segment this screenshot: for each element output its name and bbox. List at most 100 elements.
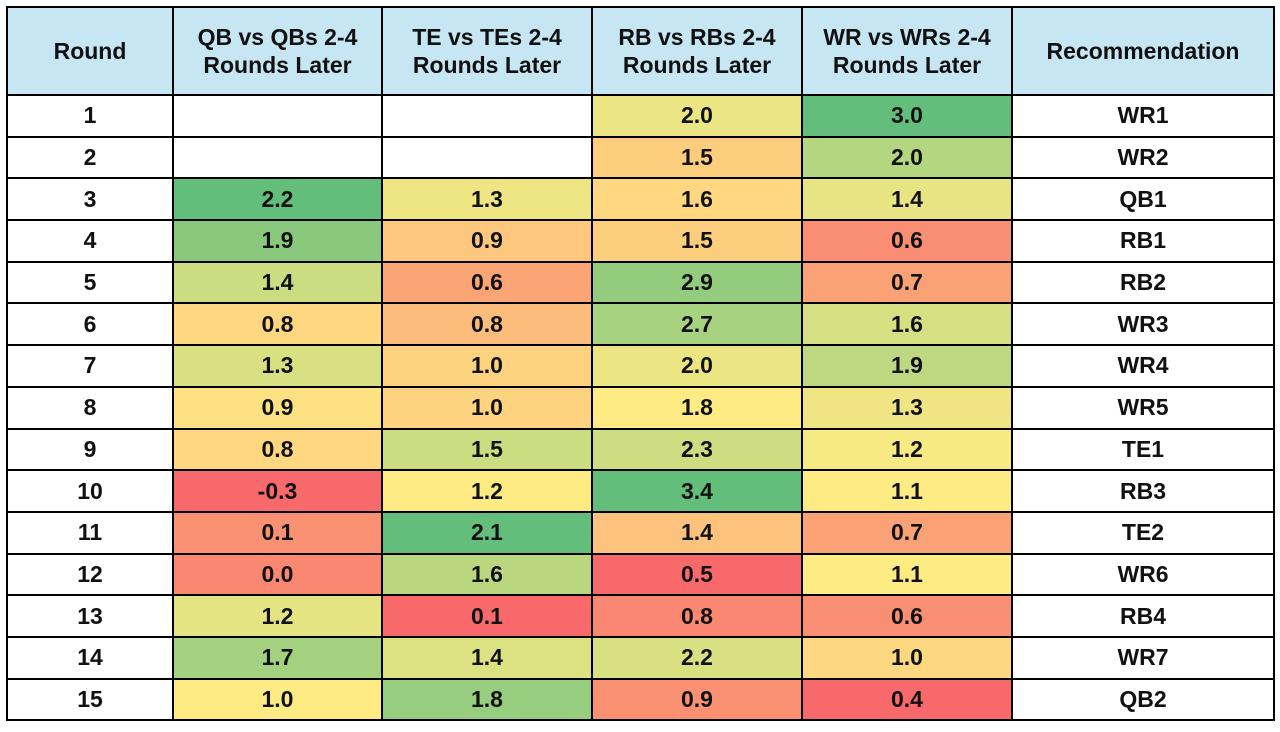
cell: -0.3 <box>172 469 383 513</box>
table-row: 4 1.9 0.9 1.5 0.6 RB1 <box>6 219 1275 263</box>
cell: 1.9 <box>801 344 1013 388</box>
cell: 0.9 <box>381 219 593 263</box>
cell: 0.4 <box>801 677 1013 722</box>
column-header: QB vs QBs 2-4 Rounds Later <box>172 6 383 96</box>
cell: 0.8 <box>591 594 803 638</box>
cell: 1.8 <box>591 385 803 430</box>
cell: 1.4 <box>801 177 1013 222</box>
cell: 1.6 <box>591 177 803 222</box>
cell: 1 <box>6 94 174 138</box>
table-body: 1 2.0 3.0 WR1 2 1.5 2.0 WR2 3 2.2 1.3 1.6 1.4 QB1 4 1.9… <box>6 94 1275 722</box>
cell: 0.6 <box>381 260 593 305</box>
column-header: Recommendation <box>1011 6 1275 96</box>
cell: 2.1 <box>381 510 593 555</box>
cell: 1.9 <box>172 219 383 263</box>
cell: 1.3 <box>381 177 593 222</box>
table-row: 1 2.0 3.0 WR1 <box>6 94 1275 138</box>
cell: 1.1 <box>801 552 1013 597</box>
cell: 0.1 <box>381 594 593 638</box>
cell: 1.0 <box>801 635 1013 680</box>
cell: 0.9 <box>172 385 383 430</box>
cell: 2.7 <box>591 302 803 347</box>
table-row: 8 0.9 1.0 1.8 1.3 WR5 <box>6 385 1275 430</box>
cell: WR2 <box>1011 135 1275 180</box>
header-row: Round QB vs QBs 2-4 Rounds Later TE vs TEs… <box>6 6 1275 96</box>
cell: 12 <box>6 552 174 597</box>
cell: 8 <box>6 385 174 430</box>
cell: 1.3 <box>172 344 383 388</box>
cell: RB1 <box>1011 219 1275 263</box>
cell: 0.9 <box>591 677 803 722</box>
cell: WR1 <box>1011 94 1275 138</box>
cell: 1.5 <box>381 427 593 472</box>
cell: TE2 <box>1011 510 1275 555</box>
cell: 1.3 <box>801 385 1013 430</box>
cell: 1.8 <box>381 677 593 722</box>
cell: 2.0 <box>801 135 1013 180</box>
cell: 0.8 <box>381 302 593 347</box>
cell: RB4 <box>1011 594 1275 638</box>
cell: 2.2 <box>591 635 803 680</box>
table-row: 7 1.3 1.0 2.0 1.9 WR4 <box>6 344 1275 388</box>
cell: 2.0 <box>591 94 803 138</box>
cell: 1.4 <box>381 635 593 680</box>
column-header: WR vs WRs 2-4 Rounds Later <box>801 6 1013 96</box>
cell: 0.7 <box>801 510 1013 555</box>
cell: 0.0 <box>172 552 383 597</box>
cell: 14 <box>6 635 174 680</box>
table-row: 10 -0.3 1.2 3.4 1.1 RB3 <box>6 469 1275 513</box>
cell: 2 <box>6 135 174 180</box>
cell: 15 <box>6 677 174 722</box>
table-row: 9 0.8 1.5 2.3 1.2 TE1 <box>6 427 1275 472</box>
cell: WR5 <box>1011 385 1275 430</box>
cell: 13 <box>6 594 174 638</box>
empty-cell <box>172 94 383 138</box>
cell: 4 <box>6 219 174 263</box>
column-header: Round <box>6 6 174 96</box>
cell: 1.6 <box>381 552 593 597</box>
table-row: 12 0.0 1.6 0.5 1.1 WR6 <box>6 552 1275 597</box>
cell: 1.5 <box>591 135 803 180</box>
cell: QB2 <box>1011 677 1275 722</box>
cell: 1.2 <box>172 594 383 638</box>
cell: 2.0 <box>591 344 803 388</box>
cell: TE1 <box>1011 427 1275 472</box>
cell: 2.3 <box>591 427 803 472</box>
table-row: 6 0.8 0.8 2.7 1.6 WR3 <box>6 302 1275 347</box>
cell: WR6 <box>1011 552 1275 597</box>
cell: 6 <box>6 302 174 347</box>
cell: 3.0 <box>801 94 1013 138</box>
cell: QB1 <box>1011 177 1275 222</box>
cell: 2.9 <box>591 260 803 305</box>
cell: RB2 <box>1011 260 1275 305</box>
cell: 1.6 <box>801 302 1013 347</box>
cell: 7 <box>6 344 174 388</box>
cell: 0.6 <box>801 219 1013 263</box>
column-header: TE vs TEs 2-4 Rounds Later <box>381 6 593 96</box>
cell: 0.6 <box>801 594 1013 638</box>
table-row: 3 2.2 1.3 1.6 1.4 QB1 <box>6 177 1275 222</box>
empty-cell <box>381 135 593 180</box>
cell: 0.8 <box>172 302 383 347</box>
cell: 0.7 <box>801 260 1013 305</box>
empty-cell <box>381 94 593 138</box>
cell: 1.5 <box>591 219 803 263</box>
cell: 5 <box>6 260 174 305</box>
column-header: RB vs RBs 2-4 Rounds Later <box>591 6 803 96</box>
cell: 10 <box>6 469 174 513</box>
cell: 1.7 <box>172 635 383 680</box>
cell: RB3 <box>1011 469 1275 513</box>
sheet: Round QB vs QBs 2-4 Rounds Later TE vs TEs… <box>6 6 1275 722</box>
cell: 1.2 <box>801 427 1013 472</box>
empty-cell <box>172 135 383 180</box>
table-row: 2 1.5 2.0 WR2 <box>6 135 1275 180</box>
cell: WR3 <box>1011 302 1275 347</box>
cell: 11 <box>6 510 174 555</box>
table-row: 15 1.0 1.8 0.9 0.4 QB2 <box>6 677 1275 722</box>
cell: 1.0 <box>381 344 593 388</box>
table: Round QB vs QBs 2-4 Rounds Later TE vs TEs… <box>6 6 1275 722</box>
cell: 3.4 <box>591 469 803 513</box>
cell: WR4 <box>1011 344 1275 388</box>
table-row: 5 1.4 0.6 2.9 0.7 RB2 <box>6 260 1275 305</box>
